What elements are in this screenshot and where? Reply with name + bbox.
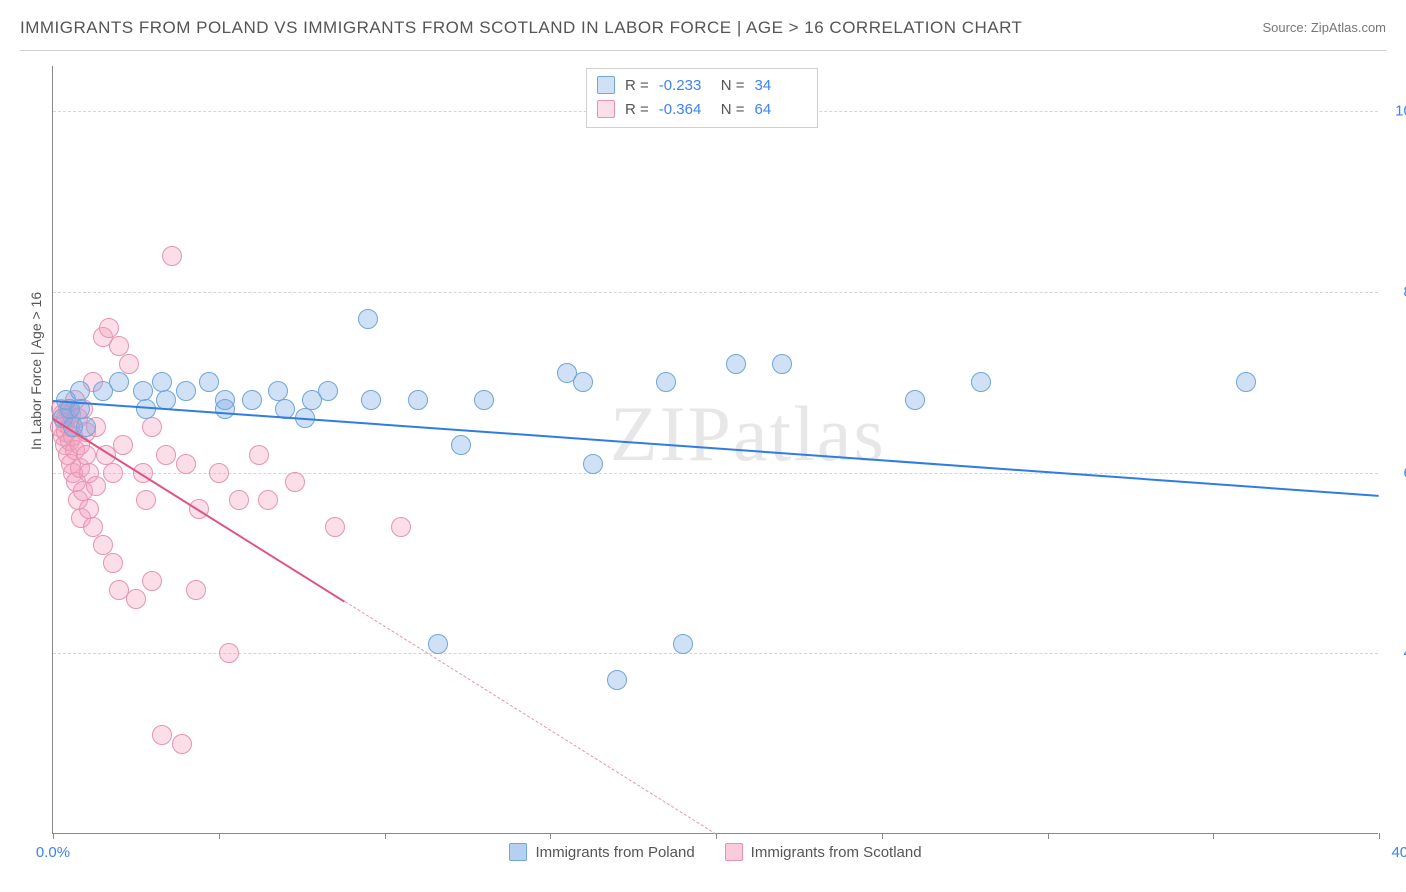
data-point [99,318,119,338]
data-point [83,517,103,537]
data-point [209,463,229,483]
data-point [258,490,278,510]
stats-N-value: 64 [755,101,807,118]
data-point [905,390,925,410]
data-point [93,535,113,555]
scatter-plot: 40.0%60.0%80.0%100.0%0.0%40.0%ZIPatlasR … [52,66,1378,834]
y-tick-label: 80.0% [1386,283,1406,300]
data-point [726,354,746,374]
data-point [1236,372,1256,392]
data-point [199,372,219,392]
data-point [656,372,676,392]
legend-label: Immigrants from Scotland [751,844,922,861]
data-point [136,490,156,510]
data-point [474,390,494,410]
data-point [119,354,139,374]
stats-R-value: -0.233 [659,77,711,94]
watermark: ZIPatlas [610,389,886,479]
data-point [109,336,129,356]
stats-R-label: R = [625,77,649,94]
stats-N-value: 34 [755,77,807,94]
data-point [583,454,603,474]
stats-legend: R = -0.233 N = 34 R = -0.364 N = 64 [586,68,818,128]
data-point [79,499,99,519]
gridline [53,653,1378,654]
x-tick [385,833,386,839]
data-point [285,472,305,492]
data-point [242,390,262,410]
y-tick-label: 60.0% [1386,464,1406,481]
data-point [113,435,133,455]
series-legend: Immigrants from Poland Immigrants from Sc… [53,843,1378,861]
data-point [607,670,627,690]
legend-swatch [597,76,615,94]
data-point [428,634,448,654]
chart-title: IMMIGRANTS FROM POLAND VS IMMIGRANTS FRO… [20,18,1022,37]
stats-row: R = -0.233 N = 34 [597,73,807,97]
data-point [152,372,172,392]
x-tick [882,833,883,839]
data-point [408,390,428,410]
legend-swatch [597,100,615,118]
x-tick [1048,833,1049,839]
trend-line [344,601,716,835]
source-label: Source: ZipAtlas.com [1262,20,1386,35]
data-point [70,381,90,401]
legend-swatch [509,843,527,861]
data-point [215,390,235,410]
data-point [451,435,471,455]
x-tick [1213,833,1214,839]
data-point [142,571,162,591]
x-tick [1379,833,1380,839]
x-tick-label: 40.0% [1391,844,1406,861]
data-point [103,463,123,483]
legend-swatch [725,843,743,861]
x-tick [550,833,551,839]
data-point [186,580,206,600]
data-point [176,454,196,474]
data-point [318,381,338,401]
data-point [76,445,96,465]
x-tick [219,833,220,839]
data-point [229,490,249,510]
data-point [172,734,192,754]
legend-item: Immigrants from Scotland [725,843,922,861]
data-point [86,476,106,496]
data-point [268,381,288,401]
gridline [53,473,1378,474]
y-tick-label: 40.0% [1386,645,1406,662]
data-point [133,381,153,401]
data-point [772,354,792,374]
gridline [53,292,1378,293]
legend-item: Immigrants from Poland [509,843,694,861]
stats-R-label: R = [625,101,649,118]
y-tick-label: 100.0% [1386,103,1406,120]
data-point [109,372,129,392]
data-point [162,246,182,266]
data-point [136,399,156,419]
stats-N-label: N = [721,101,745,118]
data-point [156,445,176,465]
y-axis-title: In Labor Force | Age > 16 [28,292,44,450]
data-point [573,372,593,392]
data-point [358,309,378,329]
data-point [971,372,991,392]
data-point [361,390,381,410]
data-point [126,589,146,609]
stats-row: R = -0.364 N = 64 [597,97,807,121]
data-point [152,725,172,745]
x-tick [53,833,54,839]
x-tick-label: 0.0% [36,844,70,861]
stats-R-value: -0.364 [659,101,711,118]
data-point [325,517,345,537]
data-point [142,417,162,437]
data-point [103,553,123,573]
data-point [249,445,269,465]
data-point [219,643,239,663]
data-point [391,517,411,537]
legend-label: Immigrants from Poland [535,844,694,861]
stats-N-label: N = [721,77,745,94]
data-point [176,381,196,401]
data-point [673,634,693,654]
